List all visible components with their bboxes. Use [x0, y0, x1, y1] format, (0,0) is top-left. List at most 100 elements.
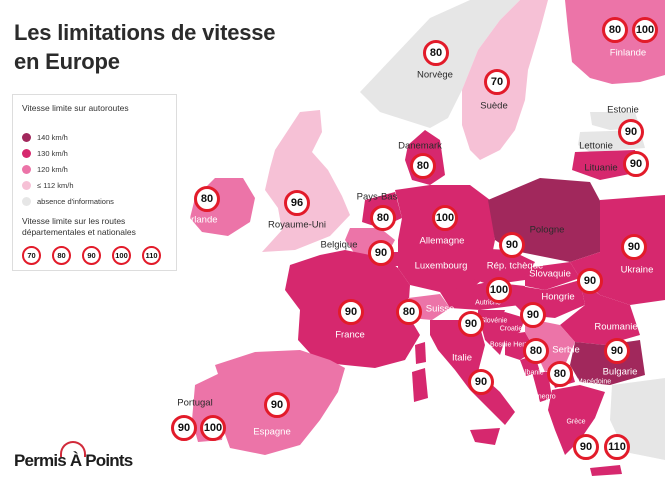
speed-sign-lituanie: 90 [623, 151, 649, 177]
legend-label: ≤ 112 km/h [37, 180, 74, 190]
legend-label: 140 km/h [37, 132, 68, 142]
legend-speed-sign: 110 [142, 246, 161, 265]
legend-swatch [22, 164, 31, 174]
legend-label: absence d'informations [37, 196, 114, 206]
legend-heading: Vitesse limite sur autoroutes [22, 103, 129, 113]
label-france: France [335, 329, 365, 341]
speed-sign-irlande: 80 [194, 186, 220, 212]
label-albanie: Albanie [520, 369, 544, 377]
label-allemagne: Allemagne [419, 235, 465, 247]
country-grece [548, 385, 605, 455]
label-slovenie: Slovénie [480, 317, 508, 325]
label-hongrie: Hongrie [541, 291, 575, 303]
label-norvege: Norvège [417, 69, 453, 81]
speed-sign-norvege: 80 [423, 40, 449, 66]
label-lituanie: Lituanie [584, 162, 618, 174]
speed-sign-italie: 90 [468, 369, 494, 395]
country-royaume-uni [262, 110, 350, 252]
legend-item: 120 km/h [22, 163, 68, 175]
label-bulgarie: Bulgarie [602, 366, 638, 378]
label-autriche: Autriche [475, 299, 501, 307]
legend-swatch [22, 196, 31, 206]
speed-sign-albanie: 80 [547, 361, 573, 387]
label-roumanie: Roumanie [594, 321, 638, 333]
speed-sign-espagne: 90 [264, 392, 290, 418]
speed-sign-bosnie: 80 [523, 338, 549, 364]
page-title: Les limitations de vitesse en Europe [14, 18, 276, 76]
country-slovaquie [525, 262, 580, 290]
label-lettonie: Lettonie [579, 140, 613, 152]
legend-item: 130 km/h [22, 147, 68, 159]
label-serbie: Serbie [552, 344, 580, 356]
label-pays-bas: Pays-Bas [356, 191, 398, 203]
label-italie: Italie [451, 352, 473, 364]
legend-label: 130 km/h [37, 148, 68, 158]
speed-sign-belgique: 90 [368, 240, 394, 266]
speed-sign-portugal-a: 90 [171, 415, 197, 441]
label-montenegro: Montenegro [518, 393, 556, 401]
label-danemark: Danemark [398, 140, 442, 152]
legend-speed-sign: 90 [82, 246, 101, 265]
legend: Vitesse limite sur autoroutes 140 km/h 1… [12, 94, 177, 271]
speed-sign-danemark: 80 [410, 153, 436, 179]
island-crete [590, 465, 622, 476]
speed-sign-slovenie: 90 [458, 311, 484, 337]
title-line-1: Les limitations de vitesse [14, 20, 276, 45]
label-suede: Suède [480, 100, 508, 112]
label-grece: Grèce [566, 418, 586, 426]
label-macedoine: Macédoine [576, 378, 612, 386]
country-lituanie [572, 150, 640, 180]
label-irlande: Irlande [188, 214, 218, 226]
speed-sign-roumanie: 90 [604, 338, 630, 364]
speed-sign-grece-b: 110 [604, 434, 630, 460]
speed-sign-rep-tcheque: 90 [499, 232, 525, 258]
legend-swatch [22, 132, 31, 142]
country-roumanie [560, 280, 640, 345]
label-pologne: Pologne [529, 224, 565, 236]
label-portugal: Portugal [177, 397, 213, 409]
label-belgique: Belgique [320, 239, 358, 251]
island-sicile [470, 428, 500, 445]
speed-sign-ukraine: 90 [621, 234, 647, 260]
speed-sign-lettonie: 90 [618, 119, 644, 145]
label-ukraine: Ukraine [620, 264, 654, 276]
label-croatie: Croatie [499, 325, 523, 333]
title-line-2: en Europe [14, 49, 120, 74]
speed-sign-suisse: 80 [396, 299, 422, 325]
label-rep-tcheque: Rép. tchèque [486, 260, 544, 272]
legend-secondary-heading: Vitesse limite sur les routes départemen… [22, 216, 136, 237]
country-albanie [532, 372, 552, 402]
label-espagne: Espagne [253, 426, 291, 438]
speed-sign-grece-a: 90 [573, 434, 599, 460]
speed-sign-finlande-a: 80 [602, 17, 628, 43]
legend-swatch [22, 148, 31, 158]
legend-swatch [22, 180, 31, 190]
speed-sign-portugal-b: 100 [200, 415, 226, 441]
country-rep-tcheque [470, 248, 535, 285]
label-finlande: Finlande [609, 47, 647, 59]
speed-sign-royaume-uni: 96 [284, 190, 310, 216]
legend-label: 120 km/h [37, 164, 68, 174]
label-estonie: Estonie [607, 104, 639, 116]
label-suisse: Suisse [425, 303, 455, 315]
country-serbie [525, 318, 575, 372]
label-slovaquie: Slovaquie [529, 268, 571, 280]
legend-item: absence d'informations [22, 195, 114, 207]
legend-item: ≤ 112 km/h [22, 179, 74, 191]
speed-sign-autriche: 100 [486, 277, 512, 303]
speed-sign-suede: 70 [484, 69, 510, 95]
speed-sign-allemagne: 100 [432, 205, 458, 231]
legend-item: 140 km/h [22, 131, 68, 143]
island-corse [415, 342, 426, 364]
island-sardaigne [412, 368, 428, 402]
brand-logo: Permis À Points [14, 451, 133, 470]
speed-sign-pays-bas: 80 [370, 205, 396, 231]
speed-sign-hongrie: 90 [520, 302, 546, 328]
speed-sign-france: 90 [338, 299, 364, 325]
speed-sign-slovaquie: 90 [577, 268, 603, 294]
label-luxembourg: Luxembourg [414, 260, 468, 272]
label-bosnie: Bosnie Herz. [489, 341, 531, 349]
legend-speed-sign: 100 [112, 246, 131, 265]
country-croatie [480, 312, 525, 355]
